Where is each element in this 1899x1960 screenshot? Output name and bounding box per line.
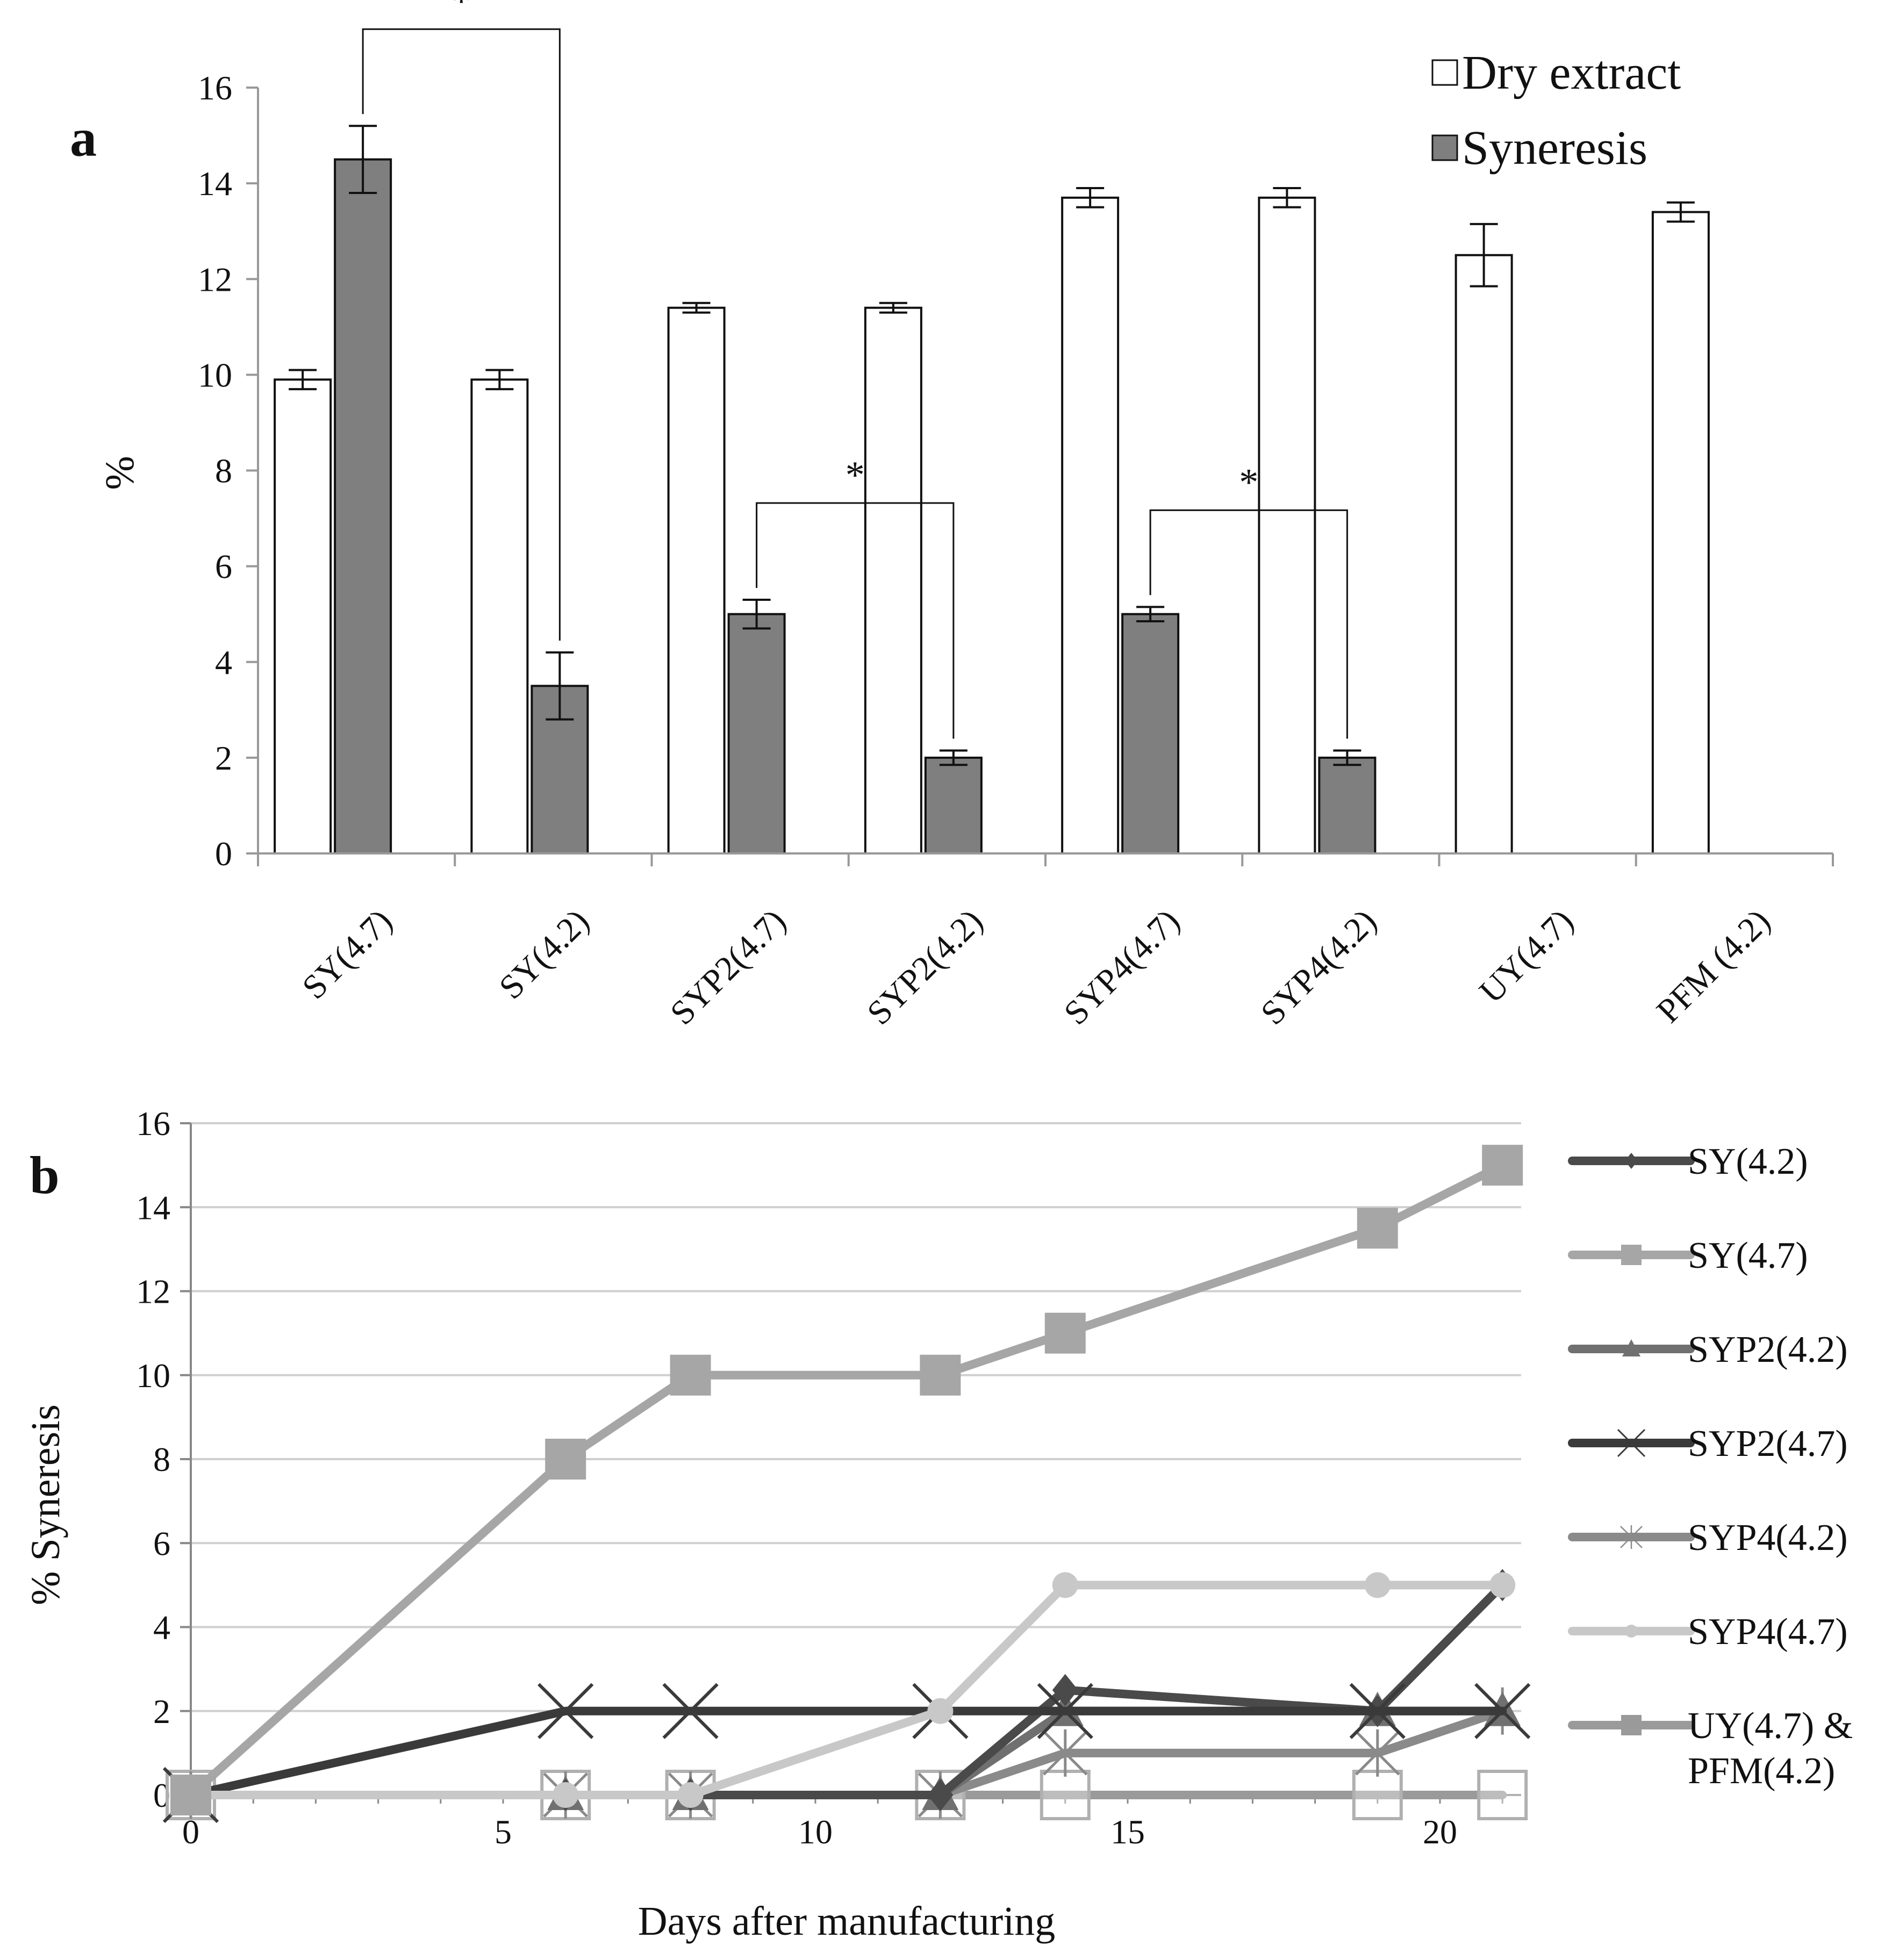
- b-marker-syp2-4-7-stroke: [1349, 1683, 1406, 1739]
- b-marker-sy-4-7: [1482, 1145, 1523, 1186]
- a-y-tick-label: 6: [215, 548, 232, 586]
- b-marker-syp4-4-7: [553, 1782, 579, 1808]
- b-marker-syp2-4-7-stroke: [662, 1683, 719, 1739]
- legend-label-dry-extract: Dry extract: [1462, 46, 1681, 99]
- panel-b-x-axis-title: Days after manufacturing: [638, 1899, 1056, 1944]
- b-legend-label-syp2-4-2: SYP2(4.2): [1688, 1329, 1848, 1370]
- b-marker-syp2-4-7: [1037, 1683, 1093, 1739]
- b-marker-syp2-4-7: [1349, 1683, 1406, 1739]
- b-marker-uy-4-7-pfm-4-2: [1040, 1770, 1091, 1820]
- panel-a-letter: a: [70, 108, 97, 168]
- a-significance-star: *: [452, 0, 471, 23]
- b-marker-syp2-4-7-stroke: [1474, 1683, 1531, 1739]
- b-marker-syp4-4-7: [1364, 1572, 1391, 1598]
- b-marker-sy-4-7: [545, 1439, 586, 1480]
- a-significance-bracket: [1149, 509, 1348, 739]
- b-marker-syp2-4-7-stroke: [538, 1683, 594, 1739]
- b-marker-sy-4-7: [170, 1775, 211, 1815]
- a-bar-dry-extract-sy-4-7: [274, 378, 332, 855]
- b-marker-syp4-4-2: [1043, 1729, 1088, 1777]
- a-y-tick-label: 12: [198, 260, 232, 298]
- b-legend-marker-syp4-4-7: [1625, 1625, 1638, 1638]
- b-marker-syp2-4-7-stroke: [1037, 1683, 1093, 1739]
- b-marker-sy-4-2: [927, 1779, 954, 1811]
- b-legend-label-sy-4-2: SY(4.2): [1688, 1141, 1808, 1182]
- b-y-tick-label: 2: [153, 1692, 170, 1731]
- a-bar-syneresis-syp2-4-2: [924, 756, 983, 855]
- b-legend-marker-syp2-4-2: [1622, 1339, 1640, 1356]
- b-marker-syp4-4-7: [1052, 1572, 1078, 1598]
- b-legend-marker-syp2-4-7-stroke: [1617, 1428, 1646, 1458]
- b-legend-label-syp4-4-7: SYP4(4.7): [1688, 1611, 1848, 1653]
- a-bar-dry-extract-syp4-4-7: [1061, 196, 1120, 855]
- a-y-tick-label: 14: [198, 164, 232, 203]
- b-marker-sy-4-2: [1052, 1674, 1078, 1706]
- legend-swatch-syneresis: [1431, 134, 1458, 161]
- legend-swatch-dry-extract: [1431, 59, 1458, 86]
- panel-b-legend: SY(4.2) SY(4.7) SYP2(4.2) SYP2(4.7) SYP4(4.2…: [1568, 1141, 1853, 1792]
- b-marker-uy-4-7-pfm-4-2: [1477, 1770, 1528, 1820]
- a-bar-syneresis-sy-4-7: [334, 158, 392, 855]
- a-bar-dry-extract-syp4-4-2: [1258, 196, 1316, 855]
- b-legend-label-syp2-4-7: SYP2(4.7): [1688, 1423, 1848, 1464]
- b-marker-syp4-4-2: [1355, 1729, 1400, 1777]
- a-bar-dry-extract-uy-4-7: [1454, 254, 1513, 855]
- a-bar-dry-extract-syp2-4-2: [864, 306, 922, 855]
- b-y-tick-label: 6: [153, 1524, 170, 1562]
- a-bar-syneresis-syp4-4-2: [1318, 756, 1377, 855]
- b-marker-syp2-4-7: [662, 1683, 719, 1739]
- a-significance-bracket: [756, 502, 955, 739]
- a-significance-bracket: [362, 28, 561, 641]
- b-y-tick-label: 12: [136, 1273, 170, 1311]
- b-legend-marker-sy-4-7: [1621, 1245, 1642, 1265]
- a-y-tick-label: 2: [215, 739, 232, 777]
- b-marker-syp4-4-7: [1489, 1572, 1516, 1598]
- b-y-tick-label: 8: [153, 1440, 170, 1478]
- a-bar-syneresis-syp2-4-7: [727, 613, 786, 855]
- b-y-tick-label: 16: [136, 1104, 170, 1143]
- a-bar-dry-extract-syp2-4-7: [667, 306, 726, 855]
- b-legend-label-pfm-line2: PFM(4.2): [1688, 1750, 1835, 1792]
- a-y-tick-label: 4: [215, 643, 232, 681]
- a-bar-syneresis-syp4-4-7: [1121, 613, 1180, 855]
- a-significance-star: *: [1239, 461, 1258, 504]
- b-legend-marker-syp2-4-7: [1617, 1428, 1646, 1458]
- b-marker-syp2-4-7: [538, 1683, 594, 1739]
- b-marker-syp2-4-7: [1474, 1683, 1531, 1739]
- b-y-tick-label: 14: [136, 1188, 170, 1226]
- a-y-tick-label: 10: [198, 356, 232, 394]
- b-marker-syp4-4-7: [927, 1698, 954, 1724]
- b-legend-label-uy-line1: UY(4.7) &: [1688, 1705, 1853, 1747]
- b-marker-sy-4-7: [670, 1354, 711, 1396]
- b-legend-marker-sy-4-2: [1625, 1153, 1638, 1169]
- b-x-tick-label: 20: [1423, 1813, 1457, 1851]
- b-x-tick-label: 5: [495, 1813, 512, 1851]
- a-y-tick-label: 16: [198, 69, 232, 107]
- panel-a-legend: Dry extract Syneresis: [1431, 46, 1681, 175]
- legend-label-syneresis: Syneresis: [1462, 121, 1647, 175]
- b-marker-sy-4-7: [1357, 1208, 1398, 1249]
- panel-b-line-chart: b % Syneresis Days after manufacturing 0…: [23, 1104, 1853, 1944]
- b-marker-sy-4-7: [920, 1354, 961, 1396]
- b-legend-marker-syp4-4-2: [1620, 1525, 1643, 1549]
- a-y-tick-label: 8: [215, 452, 232, 490]
- panel-a-y-axis-title: %: [97, 456, 142, 490]
- panel-b-y-axis-title: % Syneresis: [23, 1404, 68, 1605]
- a-bar-dry-extract-sy-4-2: [470, 378, 529, 855]
- b-y-tick-label: 10: [136, 1356, 170, 1395]
- a-bar-dry-extract-pfm-4-2: [1651, 211, 1710, 855]
- b-legend-label-syp4-4-2: SYP4(4.2): [1688, 1517, 1848, 1559]
- a-significance-star: *: [845, 454, 865, 497]
- panel-b-letter: b: [30, 1145, 60, 1205]
- b-legend-label-sy-4-7: SY(4.7): [1688, 1235, 1808, 1276]
- b-x-tick-label: 10: [798, 1813, 833, 1851]
- a-y-tick-label: 0: [215, 835, 232, 873]
- b-marker-syp4-4-7: [677, 1782, 704, 1808]
- b-legend-marker-uy-4-7-pfm-4-2: [1621, 1715, 1642, 1735]
- b-marker-uy-4-7-pfm-4-2: [1352, 1770, 1403, 1820]
- b-x-tick-label: 15: [1110, 1813, 1145, 1851]
- b-y-tick-label: 4: [153, 1609, 170, 1647]
- b-marker-sy-4-7: [1044, 1312, 1086, 1354]
